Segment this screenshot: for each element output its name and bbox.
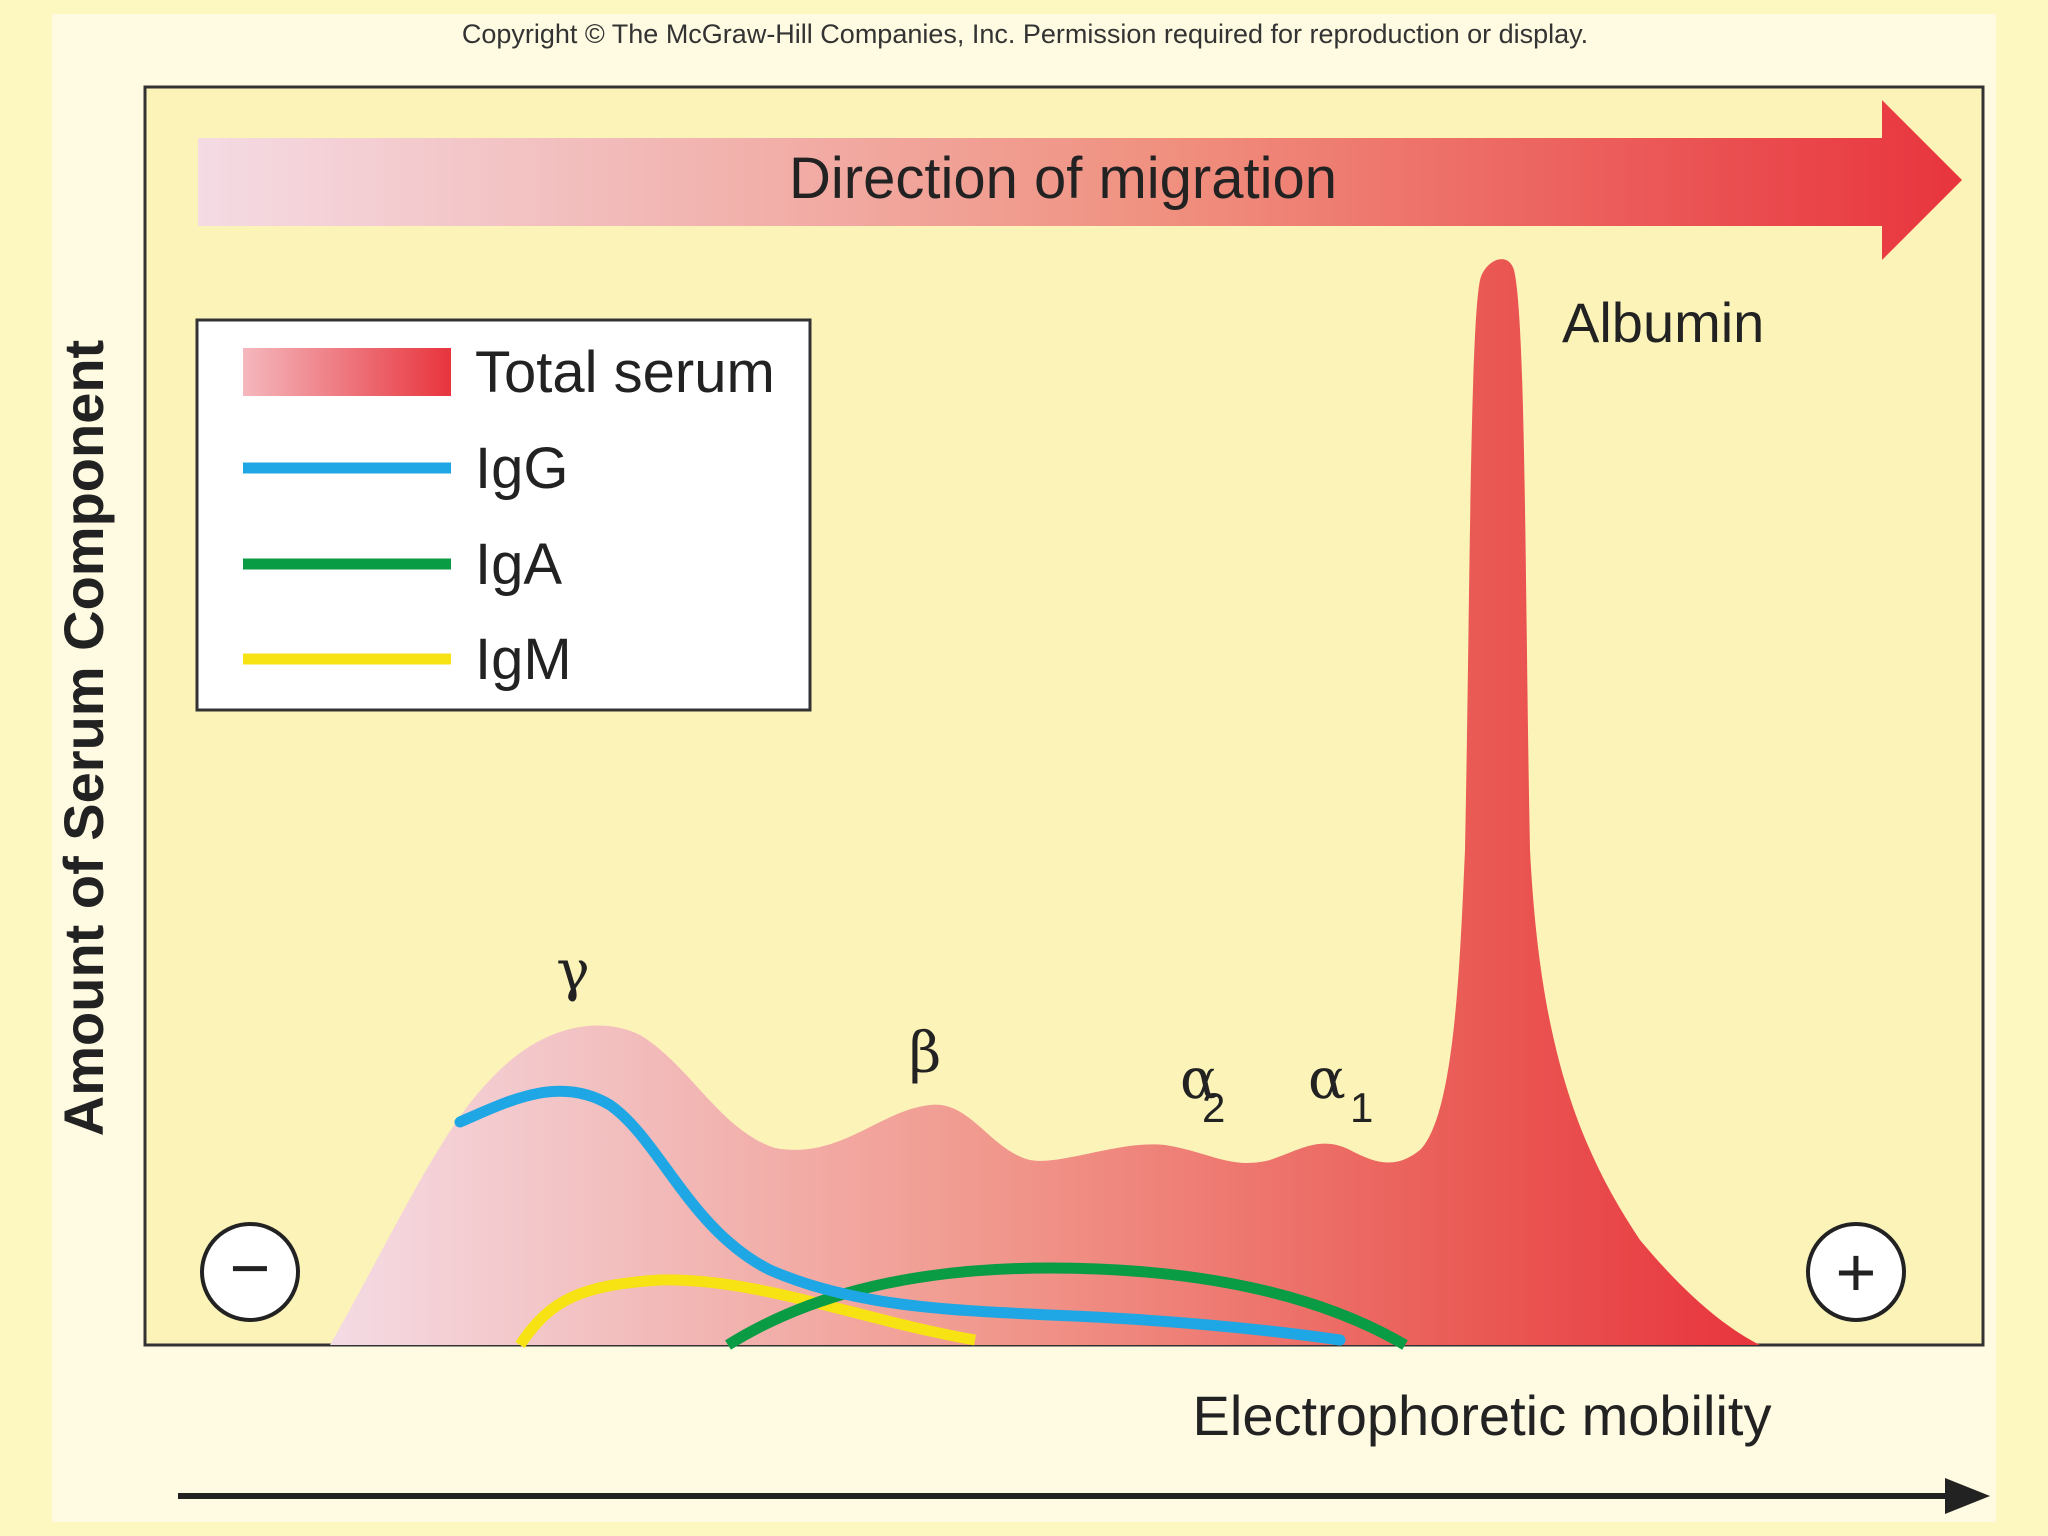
alpha2-subscript: 2 <box>1202 1084 1225 1131</box>
igm-curve <box>515 1274 976 1349</box>
anode-sign: + <box>1836 1233 1877 1311</box>
mobility-arrow <box>178 1478 1990 1514</box>
copyright-text: Copyright © The McGraw-Hill Companies, I… <box>462 19 1588 49</box>
legend-swatch-total-serum <box>243 348 451 396</box>
total-serum-profile <box>330 259 1760 1346</box>
beta-label: β <box>909 1021 941 1086</box>
igg-curve <box>454 1085 1346 1346</box>
migration-label: Direction of migration <box>789 146 1337 211</box>
y-axis-label: Amount of Serum Component <box>52 340 115 1136</box>
migration-arrow <box>198 100 1962 260</box>
albumin-label: Albumin <box>1562 291 1764 354</box>
cathode-symbol: − <box>200 1222 300 1322</box>
alpha2-label: α 2 <box>1180 1047 1225 1131</box>
legend-label-igg: IgG <box>475 436 569 501</box>
iga-curve <box>725 1262 1408 1350</box>
cathode-sign: − <box>230 1229 271 1307</box>
legend: Total serum IgG IgA IgM <box>195 318 812 712</box>
alpha1-subscript: 1 <box>1350 1084 1373 1131</box>
alpha1-symbol: α <box>1308 1047 1346 1112</box>
plot-area <box>143 85 1985 1347</box>
x-axis-label: Electrophoretic mobility <box>1193 1384 1772 1447</box>
mobility-arrow-head <box>1945 1478 1990 1514</box>
alpha1-label: α 1 <box>1308 1047 1373 1131</box>
alpha2-symbol: α <box>1180 1047 1218 1112</box>
anode-circle <box>1806 1222 1906 1322</box>
anode-symbol: + <box>1806 1222 1906 1322</box>
gamma-label: γ <box>556 939 589 1004</box>
legend-label-iga: IgA <box>475 532 562 597</box>
cathode-circle <box>200 1222 300 1322</box>
legend-label-total-serum: Total serum <box>475 340 775 405</box>
legend-label-igm: IgM <box>475 627 572 692</box>
